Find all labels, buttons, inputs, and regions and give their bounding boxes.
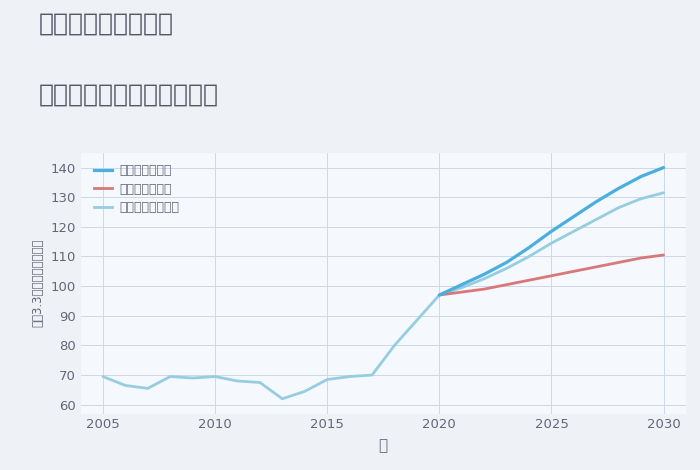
Text: 中古マンションの価格推移: 中古マンションの価格推移 xyxy=(38,82,218,106)
Y-axis label: 坪（3.3㎡）単価（万円）: 坪（3.3㎡）単価（万円） xyxy=(32,239,45,328)
Text: 奈良県大和朝倉駅の: 奈良県大和朝倉駅の xyxy=(38,12,174,36)
Legend: グッドシナリオ, バッドシナリオ, ノーマルシナリオ: グッドシナリオ, バッドシナリオ, ノーマルシナリオ xyxy=(90,160,183,218)
X-axis label: 年: 年 xyxy=(379,439,388,454)
